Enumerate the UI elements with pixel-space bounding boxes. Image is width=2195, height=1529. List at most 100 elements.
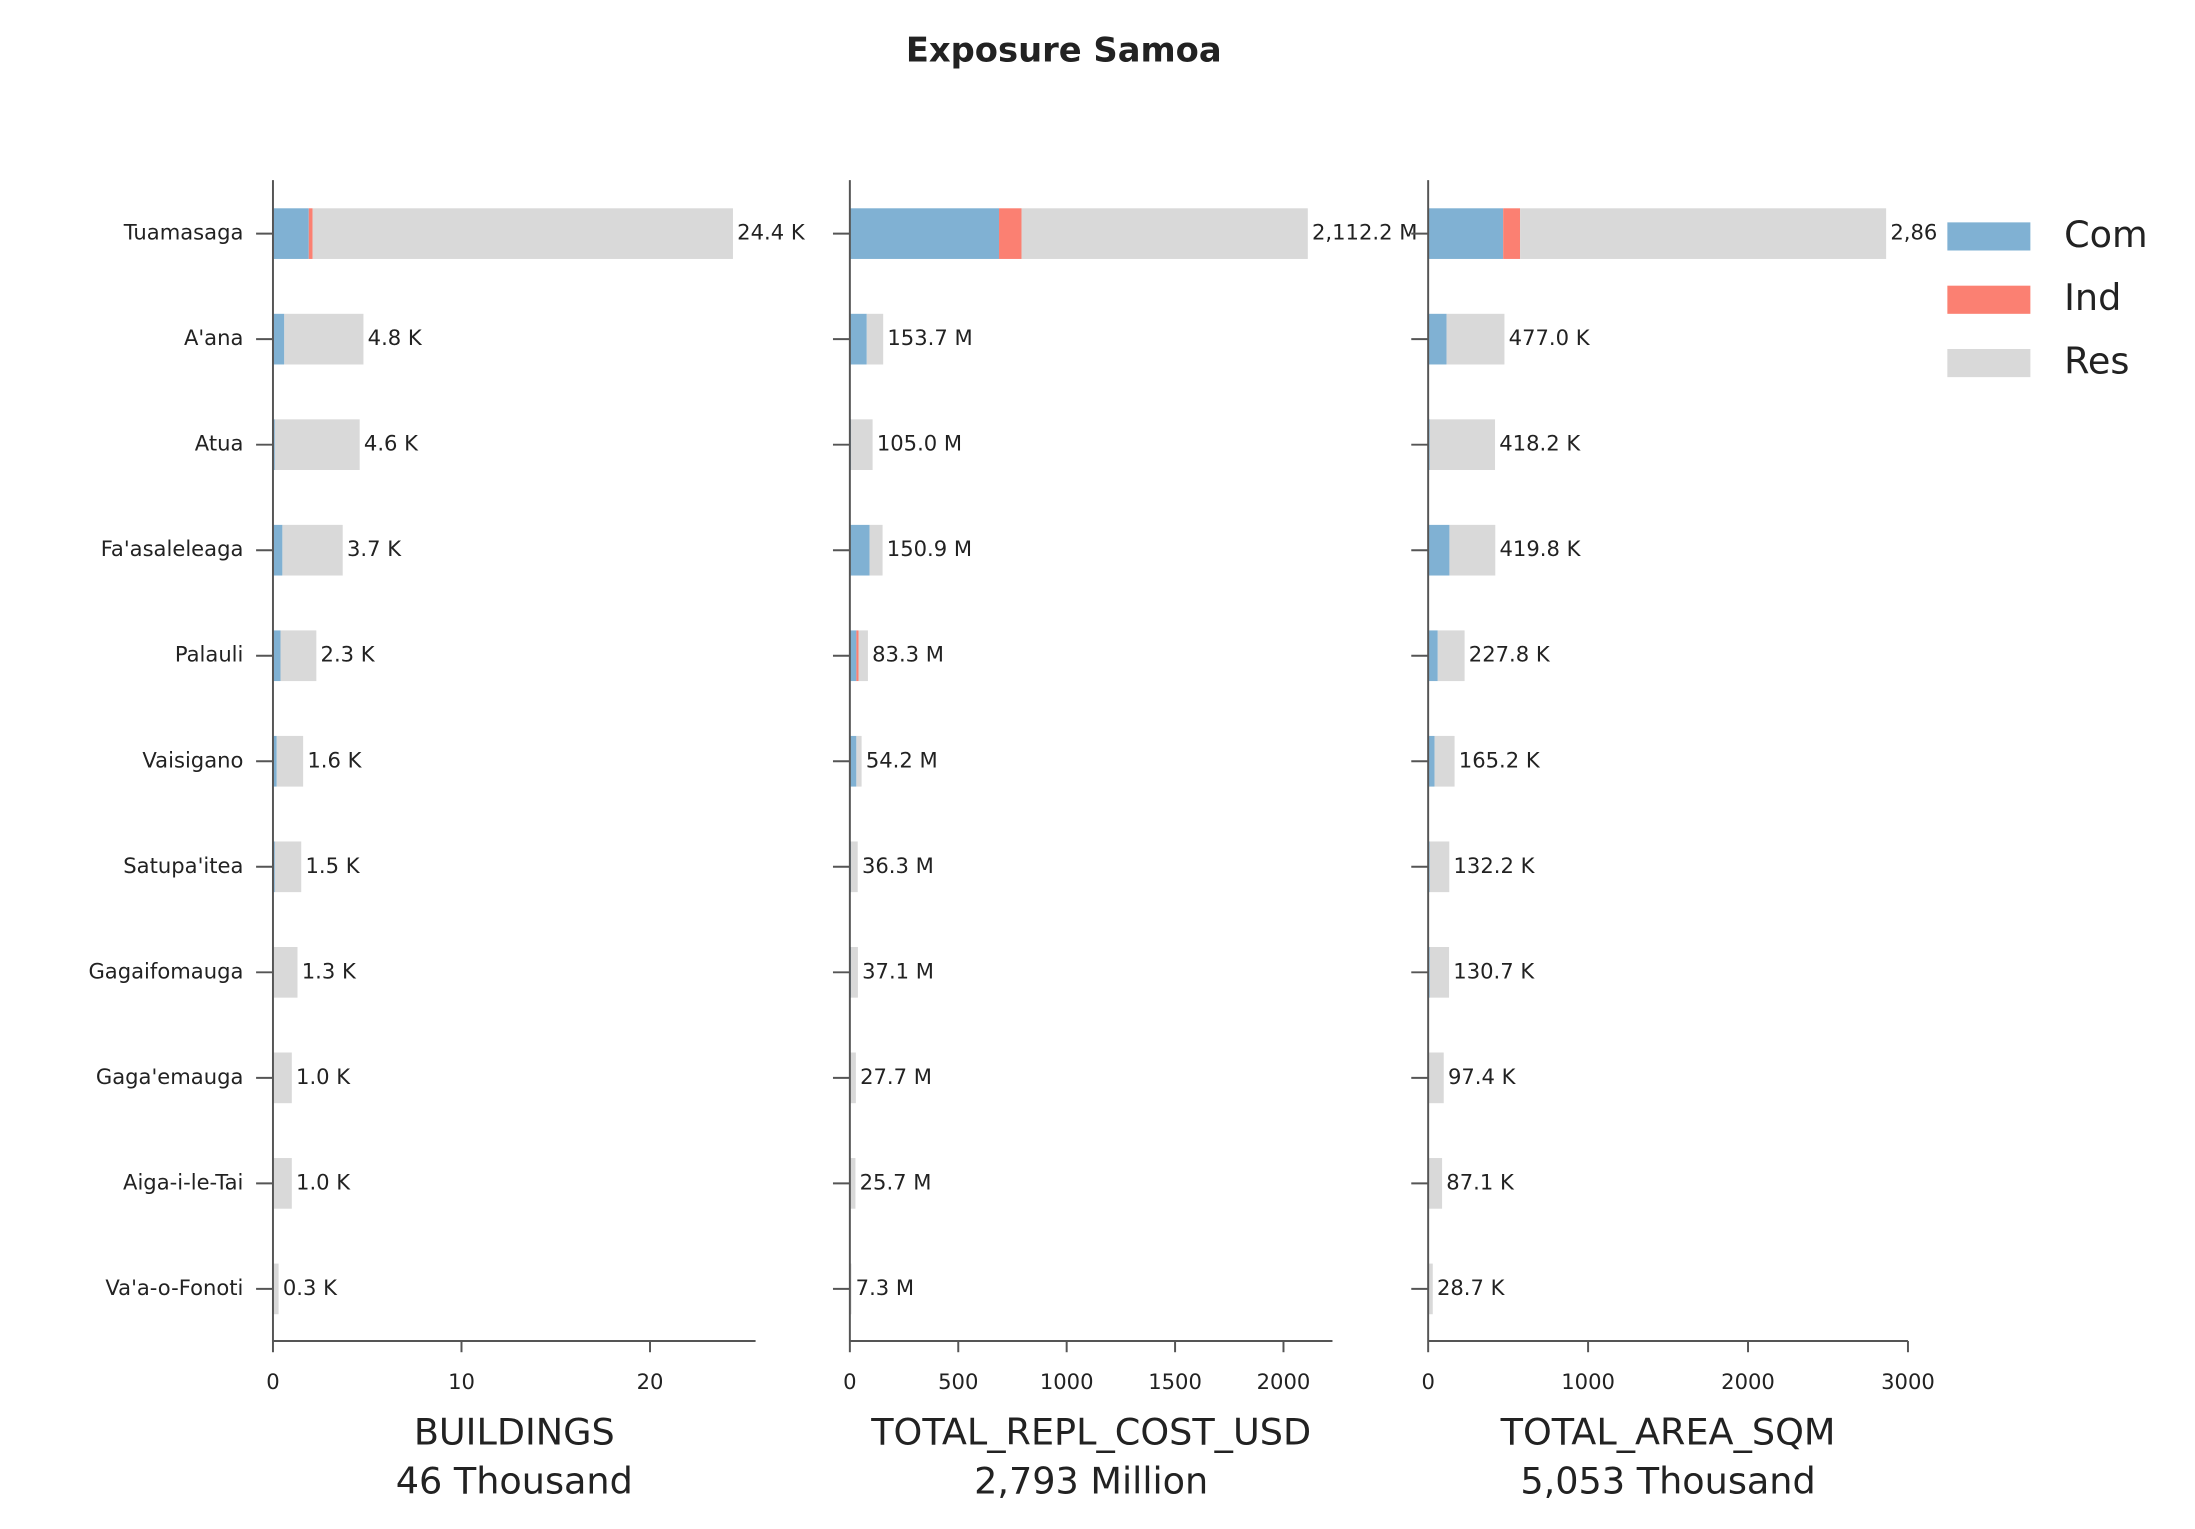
bar-segment — [272, 630, 281, 682]
bar-segment — [272, 1158, 292, 1209]
x-axis-title: BUILDINGS — [414, 1410, 615, 1453]
bar-segment — [1428, 1158, 1443, 1209]
value-label: 1.5 K — [305, 853, 360, 878]
value-label: 165.2 K — [1459, 747, 1541, 772]
value-label: 27.7 M — [860, 1064, 932, 1089]
bar-segment — [308, 208, 313, 259]
legend-swatch — [1947, 285, 2031, 314]
x-axis-total: 5,053 Thousand — [1520, 1460, 1815, 1503]
bar-segment — [849, 630, 857, 682]
y-tick-label: Fa'asaleleaga — [101, 536, 244, 561]
bar-segment — [276, 735, 304, 787]
bar-segment — [272, 1263, 279, 1315]
bar-segment — [869, 524, 883, 576]
bar-segment — [272, 524, 283, 576]
x-tick-label: 500 — [938, 1369, 978, 1394]
x-tick-label: 0 — [1421, 1369, 1434, 1394]
value-label: 153.7 M — [887, 325, 972, 350]
bar-segment — [850, 841, 858, 893]
x-tick-label: 0 — [843, 1369, 856, 1394]
bar-segment — [1446, 313, 1505, 365]
bar-segment — [849, 524, 870, 576]
bar-segment — [312, 208, 733, 259]
bar-segment — [849, 735, 857, 787]
y-tick-label: A'ana — [184, 325, 243, 350]
panel: 2,112.2 M 153.7 M 105.0 M 150.9 M 83.3 M 54.2… — [832, 180, 1417, 1503]
value-label: 97.4 K — [1448, 1064, 1517, 1089]
bar-segment — [1503, 208, 1521, 259]
x-tick-label: 2000 — [1721, 1369, 1775, 1394]
value-label: 227.8 K — [1469, 642, 1551, 667]
legend-swatch — [1947, 348, 2031, 378]
legend: Com Ind Res — [1936, 204, 2176, 395]
value-label: 130.7 K — [1453, 958, 1535, 983]
bar-segment — [1428, 630, 1438, 682]
x-tick-label: 0 — [266, 1369, 279, 1394]
bar-segment — [1428, 1263, 1433, 1315]
value-label: 0.3 K — [283, 1275, 338, 1300]
bar-segment — [849, 1052, 856, 1104]
value-label: 132.2 K — [1454, 853, 1536, 878]
bar-segment — [849, 208, 1000, 259]
value-label: 2,112.2 M — [1312, 220, 1417, 245]
x-tick-label: 3000 — [1881, 1369, 1935, 1394]
value-label: 477.0 K — [1509, 325, 1591, 350]
legend-swatch — [1947, 222, 2031, 251]
bar-segment — [856, 630, 859, 682]
bar-segment — [1429, 841, 1450, 893]
value-label: 87.1 K — [1446, 1169, 1515, 1194]
x-axis-title: TOTAL_AREA_SQM — [1500, 1410, 1836, 1453]
panel: Tuamasaga A'ana Atua Fa'asaleleaga Palauli Va… — [88, 180, 806, 1503]
y-tick-label: Aiga-i-le-Tai — [123, 1169, 243, 1194]
x-tick-label: 2000 — [1257, 1369, 1311, 1394]
bar-segment — [858, 630, 868, 682]
bar-segment — [1429, 419, 1496, 471]
bar-segment — [1520, 208, 1887, 259]
legend-label: Com — [2064, 213, 2148, 256]
value-label: 4.6 K — [364, 431, 419, 456]
bar-segment — [272, 735, 277, 787]
bar-segment — [284, 313, 364, 365]
legend-label: Ind — [2064, 276, 2121, 319]
value-label: 4.8 K — [368, 325, 423, 350]
value-label: 419.8 K — [1500, 536, 1582, 561]
bar-segment — [849, 1158, 856, 1209]
value-label: 24.4 K — [737, 220, 806, 245]
bar-segment — [1428, 208, 1504, 259]
x-axis-total: 46 Thousand — [396, 1460, 633, 1503]
value-label: 36.3 M — [862, 853, 934, 878]
bar-segment — [1428, 735, 1435, 787]
y-tick-label: Tuamasaga — [123, 220, 244, 245]
y-tick-label: Vaisigano — [142, 747, 243, 772]
bar-segment — [1428, 313, 1447, 365]
x-tick-label: 1000 — [1040, 1369, 1094, 1394]
bar-segment — [272, 208, 309, 259]
value-label: 3.7 K — [347, 536, 402, 561]
value-label: 2.3 K — [321, 642, 376, 667]
chart-title: Exposure Samoa — [906, 31, 1222, 70]
x-tick-label: 1000 — [1561, 1369, 1615, 1394]
value-label: 150.9 M — [887, 536, 972, 561]
value-label: 83.3 M — [872, 642, 944, 667]
value-label: 1.0 K — [296, 1064, 351, 1089]
bar-segment — [866, 313, 884, 365]
bar-segment — [850, 946, 858, 998]
x-tick-label: 20 — [637, 1369, 664, 1394]
value-label: 1.3 K — [302, 958, 357, 983]
legend-label: Res — [2064, 340, 2129, 383]
bar-segment — [849, 313, 867, 365]
bar-segment — [856, 735, 862, 787]
bar-segment — [280, 630, 317, 682]
y-tick-label: Va'a-o-Fonoti — [105, 1275, 243, 1300]
bar-segment — [1021, 208, 1308, 259]
bar-segment — [1449, 524, 1496, 576]
x-axis-title: TOTAL_REPL_COST_USD — [870, 1410, 1311, 1453]
bar-segment — [272, 946, 298, 998]
bar-segment — [1429, 946, 1450, 998]
value-label: 1.0 K — [296, 1169, 351, 1194]
value-label: 105.0 M — [877, 431, 962, 456]
bar-segment — [1428, 1052, 1444, 1104]
x-tick-label: 1500 — [1148, 1369, 1202, 1394]
panels: Tuamasaga A'ana Atua Fa'asaleleaga Palauli Va… — [88, 180, 1993, 1503]
